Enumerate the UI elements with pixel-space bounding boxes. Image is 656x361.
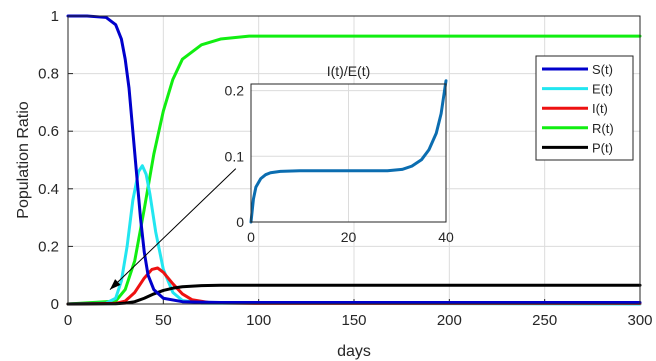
x-tick-label-50: 50 [155,312,172,329]
inset-title: I(t)/E(t) [327,63,371,79]
x-tick-label-100: 100 [246,312,271,329]
main-series [66,14,642,306]
legend-label-p-t: P(t) [592,140,613,155]
x-tick-label-150: 150 [341,312,366,329]
annotation-arrow-head [109,279,121,290]
y-tick-label-0: 0 [51,296,59,313]
legend-label-i-t: I(t) [592,101,608,116]
main-plot: 0 50 100 150 200 250 30000.20.40.60.81daysPopu… [15,8,653,360]
y-tick-label-0-4: 0.4 [38,181,59,198]
y-tick-label-1: 1 [51,8,59,25]
y-axis-title: Population Ratio [15,101,32,219]
series-line-s-t [66,14,642,305]
x-tick-label-200: 200 [437,312,462,329]
inset-series-line [249,79,448,224]
legend-label-s-t: S(t) [592,62,613,77]
x-tick-label-0: 0 [64,312,72,329]
inset-x-tick-label-0: 0 [247,229,255,245]
inset-axes-box [250,83,447,223]
main-axes-box [67,15,641,305]
inset-plot: 0 20 40 0 0.1 0.2 I(t)/E(t) [225,63,454,245]
y-tick-label-0-8: 0.8 [38,66,59,83]
x-tick-label-300: 300 [627,312,652,329]
inset-y-tick-label-0: 0 [236,214,244,230]
legend-label-e-t: E(t) [592,82,613,97]
x-axis-title: days [337,343,371,360]
inset-x-tick-label-40: 40 [438,229,454,245]
inset-y-tick-label-0-1: 0.1 [225,148,245,164]
x-tick-label-250: 250 [532,312,557,329]
legend-label-r-t: R(t) [592,121,614,136]
legend: S(t) E(t) I(t) R(t) P(t) [535,55,634,161]
inset-grid [251,84,446,222]
inset-y-tick-label-0-2: 0.2 [225,83,245,99]
annotation-arrow-line [109,168,237,290]
inset-x-tick-label-20: 20 [341,229,357,245]
series-line-e-t [66,164,642,306]
series-line-r-t [66,34,642,306]
y-tick-label-0-2: 0.2 [38,238,59,255]
y-tick-label-0-6: 0.6 [38,123,59,140]
